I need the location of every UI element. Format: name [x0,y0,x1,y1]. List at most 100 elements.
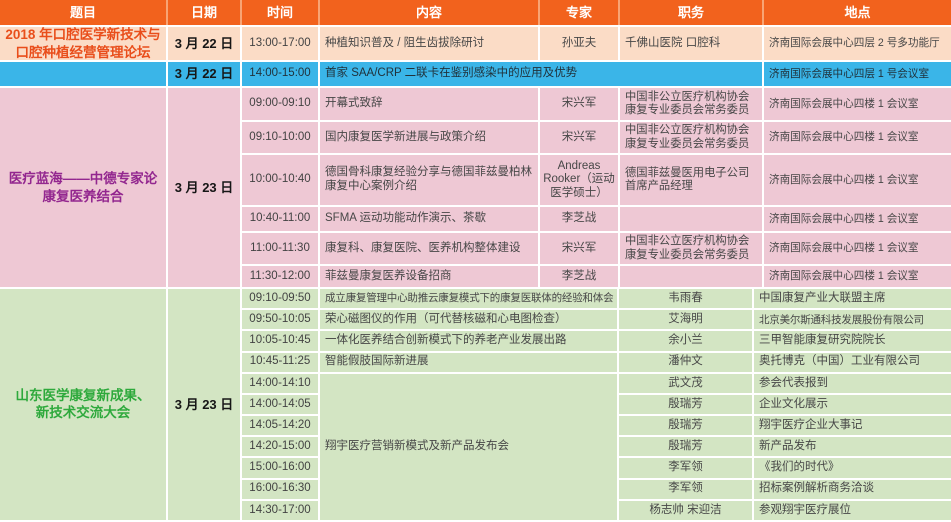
content-cell: 国内康复医学新进展与政策介绍 [320,122,538,153]
expert-cell: 武文茂 [619,373,752,393]
header-cell-title: 题目 [0,0,166,25]
position-cell: 千佛山医院 口腔科 [620,27,762,60]
location-cell: 济南国际会展中心四楼 1 会议室 [764,88,951,120]
location-cell: 济南国际会展中心四楼 1 会议室 [764,155,951,205]
time-cell: 09:10-09:50 [242,289,318,309]
time-cell: 10:05-10:45 [242,331,318,351]
time-cell: 14:20-15:00 [242,437,318,457]
expert-cell: Andreas Rooker（运动医学硕士） [540,155,618,205]
expert-cell: 潘仲文 [619,352,752,372]
session-title-line1: 2018 年口腔医学新技术与 [5,27,161,42]
header-cell-date: 日期 [168,0,240,25]
position-cell [620,207,762,231]
empty-title-cell [0,62,166,86]
detail-cell: 《我们的时代》 [754,458,951,478]
expert-cell: 韦雨春 [619,289,752,309]
detail-cell: 三甲智能康复研究院院长 [754,331,951,351]
date-cell: 3 月 22 日 [168,27,240,60]
header-cell-location: 地点 [764,0,951,25]
section-shandong-conference: 山东医学康复新成果、 新技术交流大会 3 月 23 日 09:10-09:50 … [0,289,951,520]
content-cell: 成立康复管理中心助推云康复模式下的康复医联体的经验和体会 [320,289,617,309]
position-cell: 德国菲兹曼医用电子公司首席产品经理 [620,155,762,205]
session-title-line2: 康复医养结合 [42,188,124,204]
position-cell: 中国非公立医疗机构协会康复专业委员会常务委员 [620,122,762,153]
header-cell-position: 职务 [620,0,762,25]
expert-cell: 李军领 [619,479,752,499]
position-cell: 中国非公立医疗机构协会康复专业委员会常务委员 [620,233,762,264]
content-cell: 开幕式致辞 [320,88,538,120]
expert-cell: 艾海明 [619,310,752,330]
expert-cell: 李芝战 [540,207,618,231]
time-cell: 10:45-11:25 [242,352,318,372]
detail-cell: 招标案例解析商务洽谈 [754,479,951,499]
detail-cell: 参会代表报到 [754,373,951,393]
content-cell: 种植知识普及 / 阻生齿拔除研讨 [320,27,538,60]
location-cell: 济南国际会展中心四层 2 号多功能厅 [764,27,951,60]
session-title-line1: 医疗蓝海——中德专家论 [8,170,158,186]
expert-cell: 殷瑞芳 [619,437,752,457]
time-cell: 11:30-12:00 [242,266,318,287]
time-cell: 16:00-16:30 [242,479,318,499]
detail-cell: 参观翔宇医疗展位 [754,500,951,520]
detail-cell: 北京美尔斯通科技发展股份有限公司 [754,310,951,330]
location-cell: 济南国际会展中心四层 1 号会议室 [764,62,951,86]
session-title-line1: 山东医学康复新成果、 [15,387,151,403]
time-cell: 13:00-17:00 [242,27,318,60]
content-cell: 首家 SAA/CRP 二联卡在鉴别感染中的应用及优势 [320,62,762,86]
time-cell: 11:00-11:30 [242,233,318,264]
time-cell: 09:00-09:10 [242,88,318,120]
session-title: 山东医学康复新成果、 新技术交流大会 [0,289,166,520]
section-rehab-forum: 医疗蓝海——中德专家论 康复医养结合 3 月 23 日 09:00-09:10 … [0,88,951,287]
detail-cell: 翔宇医疗企业大事记 [754,416,951,436]
content-cell: 德国骨科康复经验分享与德国菲兹曼柏林康复中心案例介绍 [320,155,538,205]
time-cell: 14:30-17:00 [242,500,318,520]
detail-cell: 新产品发布 [754,437,951,457]
time-cell: 10:00-10:40 [242,155,318,205]
session-title-line2: 新技术交流大会 [35,405,131,421]
date-cell: 3 月 22 日 [168,62,240,86]
time-cell: 15:00-16:00 [242,458,318,478]
session-title-line2: 口腔种植经营管理论坛 [15,44,151,60]
content-cell: 荣心磁图仪的作用（可代替核磁和心电图检查） [320,310,617,330]
content-cell: 康复科、康复医院、医养机构整体建设 [320,233,538,264]
date-cell: 3 月 23 日 [168,88,240,287]
section-saa-crp: 3 月 22 日 14:00-15:00 首家 SAA/CRP 二联卡在鉴别感染… [0,62,951,86]
expert-cell: 余小兰 [619,331,752,351]
expert-cell: 李芝战 [540,266,618,287]
position-cell [620,266,762,287]
expert-cell: 宋兴军 [540,233,618,264]
content-cell: SFMA 运动功能动作演示、茶歇 [320,207,538,231]
header-cell-time: 时间 [242,0,318,25]
content-cell: 智能假肢国际新进展 [320,352,617,372]
location-cell: 济南国际会展中心四楼 1 会议室 [764,266,951,287]
expert-cell: 李军领 [619,458,752,478]
date-cell: 3 月 23 日 [168,289,240,520]
time-cell: 09:50-10:05 [242,310,318,330]
section-dental-forum: 2018 年口腔医学新技术与 口腔种植经营管理论坛 3 月 22 日 13:00… [0,27,951,60]
detail-cell: 企业文化展示 [754,394,951,415]
location-cell: 济南国际会展中心四楼 1 会议室 [764,233,951,264]
merged-content-cell: 翔宇医疗营销新模式及新产品发布会 [320,373,617,520]
expert-cell: 殷瑞芳 [619,416,752,436]
location-cell: 济南国际会展中心四楼 1 会议室 [764,207,951,231]
expert-cell: 宋兴军 [540,88,618,120]
content-cell: 菲兹曼康复医养设备招商 [320,266,538,287]
expert-cell: 杨志帅 宋迎洁 [619,500,752,520]
location-cell: 济南国际会展中心四楼 1 会议室 [764,122,951,153]
session-title: 2018 年口腔医学新技术与 口腔种植经营管理论坛 [0,27,166,60]
header-cell-expert: 专家 [540,0,618,25]
expert-cell: 宋兴军 [540,122,618,153]
time-cell: 09:10-10:00 [242,122,318,153]
expert-cell: 殷瑞芳 [619,394,752,415]
time-cell: 14:05-14:20 [242,416,318,436]
time-cell: 14:00-14:10 [242,373,318,393]
position-cell: 中国非公立医疗机构协会康复专业委员会常务委员 [620,88,762,120]
session-title: 医疗蓝海——中德专家论 康复医养结合 [0,88,166,287]
table-header-row: 题目 日期 时间 内容 专家 职务 地点 [0,0,951,25]
time-cell: 14:00-14:05 [242,394,318,415]
content-cell: 一体化医养结合创新模式下的养老产业发展出路 [320,331,617,351]
detail-cell: 奥托博克（中国）工业有限公司 [754,352,951,372]
time-cell: 14:00-15:00 [242,62,318,86]
expert-cell: 孙亚夫 [540,27,618,60]
